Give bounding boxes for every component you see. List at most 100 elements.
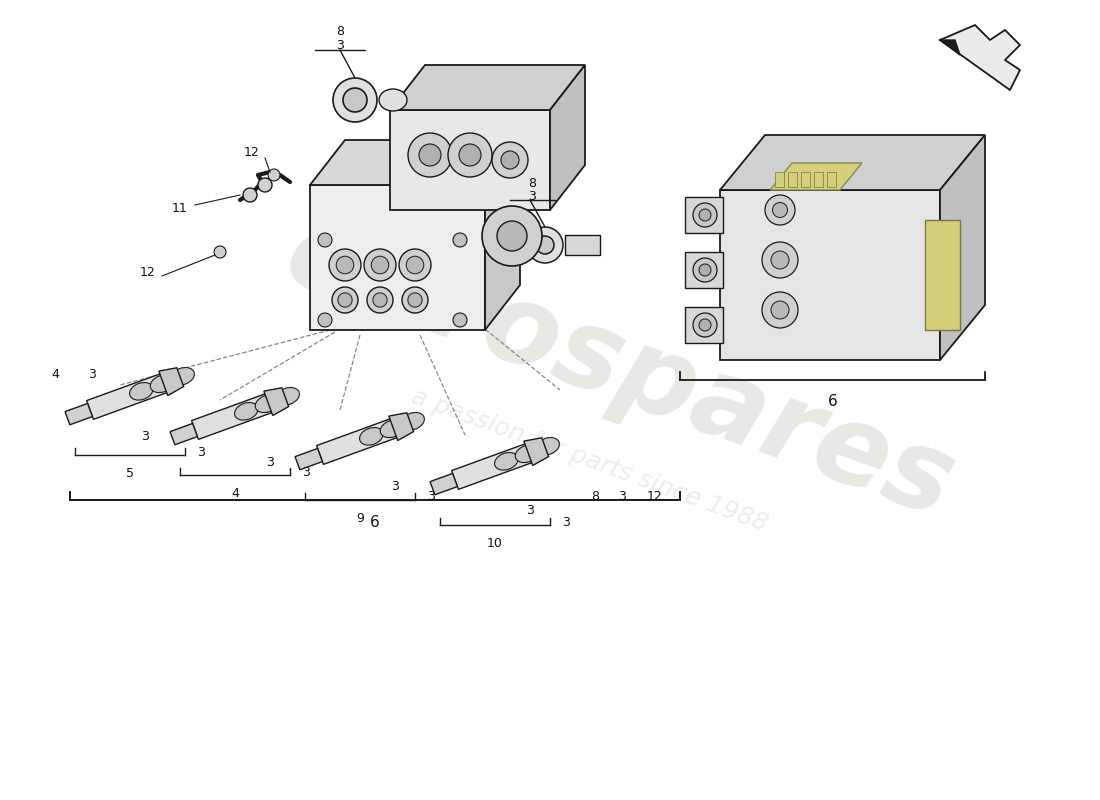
Ellipse shape xyxy=(151,375,174,393)
Polygon shape xyxy=(390,65,585,110)
Polygon shape xyxy=(170,423,197,445)
Bar xyxy=(827,172,836,187)
Circle shape xyxy=(371,256,388,274)
Circle shape xyxy=(367,287,393,313)
Text: 12: 12 xyxy=(647,490,663,502)
Polygon shape xyxy=(158,368,184,395)
Polygon shape xyxy=(390,110,550,210)
Circle shape xyxy=(527,227,563,263)
Circle shape xyxy=(453,233,468,247)
Circle shape xyxy=(408,133,452,177)
Polygon shape xyxy=(310,140,520,185)
Polygon shape xyxy=(940,135,984,360)
Ellipse shape xyxy=(515,445,539,462)
Text: 3: 3 xyxy=(392,481,399,494)
Ellipse shape xyxy=(495,453,518,470)
Text: 3: 3 xyxy=(337,39,344,52)
Polygon shape xyxy=(295,449,322,470)
Text: 8: 8 xyxy=(528,177,536,190)
Circle shape xyxy=(343,88,367,112)
Text: 5: 5 xyxy=(126,467,134,480)
Text: 8: 8 xyxy=(336,25,344,38)
Circle shape xyxy=(268,169,280,181)
Polygon shape xyxy=(770,163,862,190)
Circle shape xyxy=(399,249,431,281)
Ellipse shape xyxy=(130,382,153,400)
Text: 3: 3 xyxy=(562,515,570,529)
Circle shape xyxy=(497,221,527,251)
Text: 6: 6 xyxy=(370,515,379,530)
Circle shape xyxy=(448,133,492,177)
Polygon shape xyxy=(452,444,531,490)
Text: eurospares: eurospares xyxy=(272,199,968,541)
Text: a passion for parts since 1988: a passion for parts since 1988 xyxy=(408,384,771,536)
Circle shape xyxy=(698,209,711,221)
Text: 3: 3 xyxy=(618,490,626,502)
Polygon shape xyxy=(388,413,414,441)
Circle shape xyxy=(318,313,332,327)
Polygon shape xyxy=(720,190,940,360)
Circle shape xyxy=(243,188,257,202)
Text: 3: 3 xyxy=(302,466,310,478)
Circle shape xyxy=(364,249,396,281)
Bar xyxy=(776,172,784,187)
Bar xyxy=(814,172,823,187)
Circle shape xyxy=(453,313,468,327)
Text: 9: 9 xyxy=(356,512,364,525)
Circle shape xyxy=(459,144,481,166)
Ellipse shape xyxy=(379,89,407,111)
Circle shape xyxy=(536,236,554,254)
Polygon shape xyxy=(485,140,520,330)
Text: 4: 4 xyxy=(51,369,59,382)
Circle shape xyxy=(329,249,361,281)
Circle shape xyxy=(402,287,428,313)
Text: 3: 3 xyxy=(266,455,274,469)
Polygon shape xyxy=(87,374,167,419)
Text: 3: 3 xyxy=(141,430,149,443)
Text: 3: 3 xyxy=(88,369,96,382)
Ellipse shape xyxy=(536,438,560,455)
Polygon shape xyxy=(310,185,485,330)
Polygon shape xyxy=(65,403,92,425)
Circle shape xyxy=(492,142,528,178)
Text: 3: 3 xyxy=(197,446,205,458)
Text: 3: 3 xyxy=(526,503,534,517)
Circle shape xyxy=(258,178,272,192)
Circle shape xyxy=(693,313,717,337)
Polygon shape xyxy=(264,388,288,415)
Bar xyxy=(925,220,960,330)
Circle shape xyxy=(214,246,225,258)
Polygon shape xyxy=(940,40,960,55)
Circle shape xyxy=(333,78,377,122)
Circle shape xyxy=(762,242,798,278)
Circle shape xyxy=(482,206,542,266)
Circle shape xyxy=(406,256,424,274)
Polygon shape xyxy=(940,25,1020,90)
Text: 4: 4 xyxy=(231,487,239,500)
Polygon shape xyxy=(524,438,549,466)
Circle shape xyxy=(764,195,795,225)
Ellipse shape xyxy=(400,413,425,430)
Circle shape xyxy=(419,144,441,166)
Bar xyxy=(685,197,723,233)
Circle shape xyxy=(338,293,352,307)
Bar xyxy=(685,307,723,343)
Bar xyxy=(685,252,723,288)
Ellipse shape xyxy=(381,420,404,438)
Bar xyxy=(788,172,798,187)
Ellipse shape xyxy=(255,395,278,413)
Circle shape xyxy=(771,301,789,319)
Circle shape xyxy=(332,287,358,313)
Circle shape xyxy=(762,292,798,328)
Circle shape xyxy=(500,151,519,169)
Ellipse shape xyxy=(170,367,195,385)
Polygon shape xyxy=(430,474,458,494)
Polygon shape xyxy=(191,394,272,439)
Text: 3: 3 xyxy=(427,490,434,503)
Circle shape xyxy=(693,203,717,227)
Circle shape xyxy=(337,256,354,274)
Ellipse shape xyxy=(360,427,383,445)
Polygon shape xyxy=(720,135,984,190)
Circle shape xyxy=(408,293,422,307)
Text: 12: 12 xyxy=(244,146,260,158)
